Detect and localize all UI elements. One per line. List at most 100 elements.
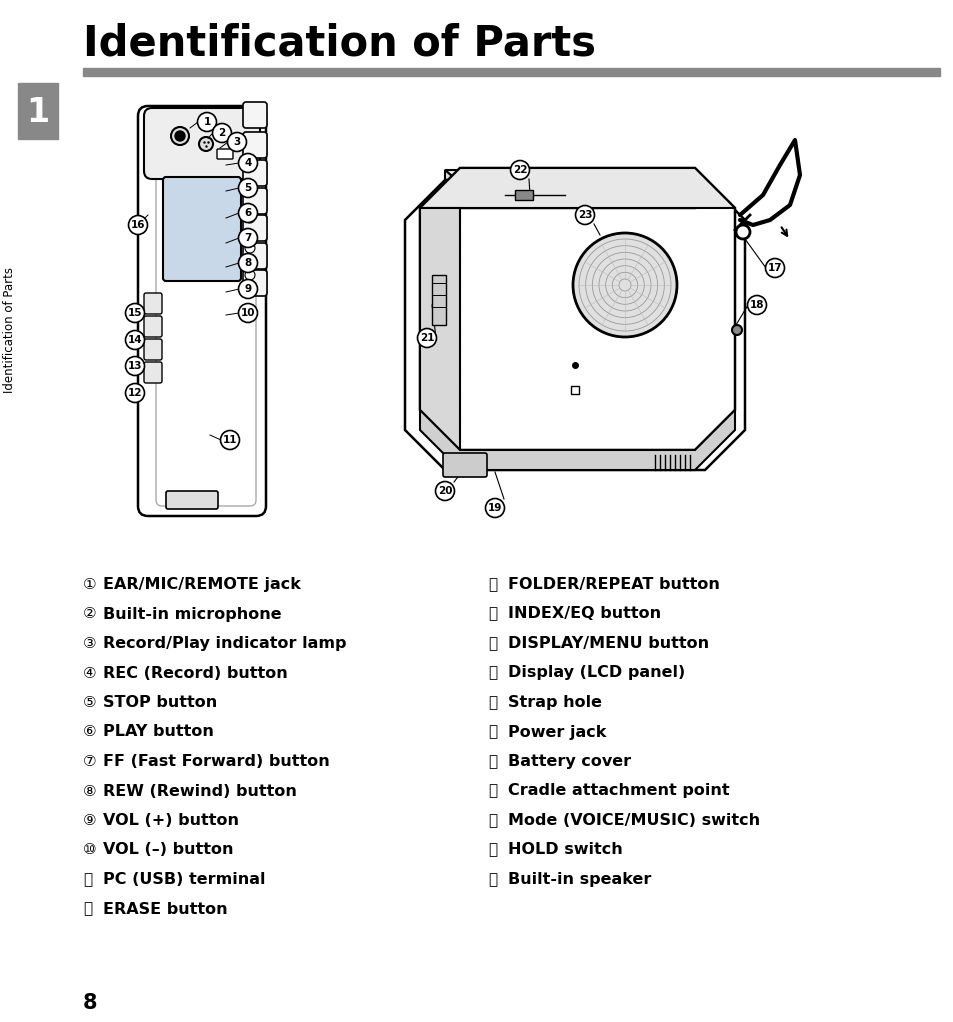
Text: 20: 20 (437, 486, 452, 496)
Circle shape (238, 304, 257, 323)
Text: HOLD switch: HOLD switch (507, 842, 622, 857)
FancyBboxPatch shape (144, 316, 162, 337)
FancyBboxPatch shape (243, 243, 267, 269)
Text: ⑵: ⑵ (488, 842, 497, 857)
Text: REW (Rewind) button: REW (Rewind) button (103, 784, 296, 798)
Circle shape (213, 124, 232, 142)
Circle shape (238, 279, 257, 298)
Text: ⑰: ⑰ (488, 695, 497, 710)
Text: 1: 1 (203, 117, 211, 127)
Circle shape (174, 131, 185, 141)
Circle shape (485, 499, 504, 517)
Circle shape (764, 259, 783, 278)
Text: 22: 22 (512, 165, 527, 175)
Text: ⑶: ⑶ (488, 872, 497, 887)
Text: 10: 10 (240, 308, 255, 318)
Text: 5: 5 (244, 183, 252, 193)
Text: ⑥: ⑥ (83, 725, 96, 740)
Text: EAR/MIC/REMOTE jack: EAR/MIC/REMOTE jack (103, 577, 300, 592)
Polygon shape (419, 410, 734, 470)
Text: 19: 19 (487, 503, 501, 513)
Polygon shape (419, 168, 734, 208)
Text: ④: ④ (83, 665, 96, 681)
Text: ⑧: ⑧ (83, 784, 96, 798)
Text: Built-in speaker: Built-in speaker (507, 872, 651, 887)
Circle shape (238, 179, 257, 197)
Text: Display (LCD panel): Display (LCD panel) (507, 665, 684, 681)
Text: ERASE button: ERASE button (103, 901, 228, 917)
Text: 8: 8 (244, 258, 252, 268)
Text: 14: 14 (128, 335, 142, 345)
Text: 4: 4 (244, 158, 252, 168)
Circle shape (238, 229, 257, 247)
Circle shape (731, 325, 741, 335)
Text: VOL (–) button: VOL (–) button (103, 842, 233, 857)
Text: 15: 15 (128, 308, 142, 318)
Circle shape (245, 270, 254, 280)
Text: ⑳: ⑳ (488, 784, 497, 798)
Text: Cradle attachment point: Cradle attachment point (507, 784, 729, 798)
Polygon shape (405, 180, 744, 470)
FancyBboxPatch shape (216, 149, 233, 159)
FancyBboxPatch shape (144, 339, 162, 360)
Circle shape (126, 383, 144, 403)
Text: PC (USB) terminal: PC (USB) terminal (103, 872, 265, 887)
Text: FOLDER/REPEAT button: FOLDER/REPEAT button (507, 577, 720, 592)
Circle shape (199, 137, 213, 151)
Text: 23: 23 (578, 210, 592, 220)
Circle shape (238, 203, 257, 223)
Text: Identification of Parts: Identification of Parts (4, 267, 16, 393)
Polygon shape (444, 385, 700, 420)
Circle shape (220, 430, 239, 450)
Text: Strap hole: Strap hole (507, 695, 601, 710)
FancyBboxPatch shape (243, 160, 267, 186)
Circle shape (238, 253, 257, 273)
Text: 6: 6 (244, 208, 252, 218)
FancyBboxPatch shape (138, 106, 266, 516)
Circle shape (197, 112, 216, 132)
Polygon shape (444, 170, 484, 420)
Text: Mode (VOICE/MUSIC) switch: Mode (VOICE/MUSIC) switch (507, 812, 760, 828)
Text: 2: 2 (218, 128, 226, 138)
FancyBboxPatch shape (166, 491, 218, 509)
Text: STOP button: STOP button (103, 695, 217, 710)
Text: ⑭: ⑭ (488, 606, 497, 621)
FancyBboxPatch shape (144, 108, 260, 179)
Text: ③: ③ (83, 636, 96, 651)
Text: 16: 16 (131, 220, 145, 230)
Text: Power jack: Power jack (507, 725, 606, 740)
Text: 18: 18 (749, 300, 763, 310)
Bar (432, 275, 446, 325)
FancyBboxPatch shape (442, 453, 486, 477)
Circle shape (245, 213, 254, 223)
Circle shape (575, 205, 594, 225)
Text: ⑩: ⑩ (83, 842, 96, 857)
FancyBboxPatch shape (163, 177, 241, 281)
Text: ⑯: ⑯ (488, 665, 497, 681)
Text: PLAY button: PLAY button (103, 725, 213, 740)
FancyBboxPatch shape (243, 132, 267, 158)
Text: INDEX/EQ button: INDEX/EQ button (507, 606, 660, 621)
Text: Battery cover: Battery cover (507, 754, 631, 769)
FancyBboxPatch shape (243, 270, 267, 296)
FancyBboxPatch shape (156, 117, 255, 506)
Text: FF (Fast Forward) button: FF (Fast Forward) button (103, 754, 330, 769)
Circle shape (510, 160, 529, 180)
Circle shape (417, 328, 436, 347)
Text: ①: ① (83, 577, 96, 592)
Text: ⑴: ⑴ (488, 812, 497, 828)
Circle shape (735, 225, 749, 239)
Text: ⑱: ⑱ (488, 725, 497, 740)
Text: VOL (+) button: VOL (+) button (103, 812, 239, 828)
Circle shape (126, 357, 144, 375)
Text: 7: 7 (244, 233, 252, 243)
Text: 1: 1 (27, 96, 50, 130)
Text: 21: 21 (419, 333, 434, 343)
Text: 8: 8 (83, 993, 97, 1013)
Text: ⑦: ⑦ (83, 754, 96, 769)
Text: ⑨: ⑨ (83, 812, 96, 828)
Text: 3: 3 (233, 137, 240, 147)
FancyBboxPatch shape (243, 215, 267, 241)
Text: Record/Play indicator lamp: Record/Play indicator lamp (103, 636, 346, 651)
Text: DISPLAY/MENU button: DISPLAY/MENU button (507, 636, 708, 651)
